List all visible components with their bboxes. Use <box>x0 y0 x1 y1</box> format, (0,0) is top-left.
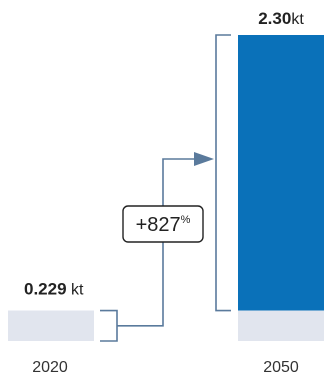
change-badge-label: +827% <box>136 214 191 236</box>
value-2020: 0.229 <box>24 280 67 299</box>
bar-2020 <box>8 310 94 341</box>
unit-2020: kt <box>67 282 84 299</box>
value-label-2020: 0.229 kt <box>24 280 84 299</box>
bracket-2050-increment <box>215 34 231 312</box>
change-unit: % <box>181 214 191 226</box>
value-2050: 2.30 <box>258 9 291 28</box>
bar-2050-increment <box>238 35 324 311</box>
bracket-2020 <box>100 309 118 342</box>
bar-2050-baseline-segment <box>238 310 324 341</box>
tick-label-2050: 2050 <box>263 359 299 376</box>
tick-label-2020: 2020 <box>32 359 68 376</box>
arrow-head-icon <box>194 152 214 166</box>
change-value: +827 <box>136 214 181 236</box>
unit-2050: kt <box>291 11 304 28</box>
change-badge <box>122 205 204 243</box>
value-label-2050: 2.30kt <box>258 9 304 28</box>
